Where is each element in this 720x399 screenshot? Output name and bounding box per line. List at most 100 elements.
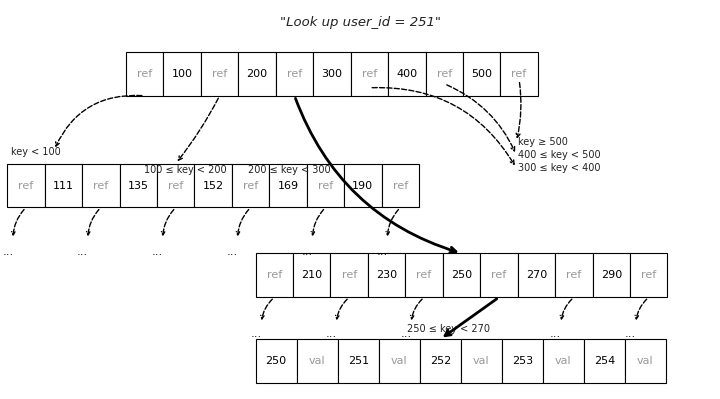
Text: ref: ref (566, 270, 582, 280)
Text: 251: 251 (348, 356, 369, 366)
Bar (463, 52, 500, 96)
Bar (7, 164, 45, 207)
Text: ref: ref (491, 270, 507, 280)
Bar (443, 253, 480, 297)
Text: ref: ref (212, 69, 228, 79)
Text: 290: 290 (600, 270, 622, 280)
Text: val: val (637, 356, 654, 366)
Bar (480, 253, 518, 297)
Text: ...: ... (2, 245, 14, 258)
Bar (426, 52, 463, 96)
Text: 200: 200 (246, 69, 268, 79)
Text: ...: ... (550, 327, 562, 340)
Text: 500: 500 (471, 69, 492, 79)
Text: ...: ... (325, 327, 337, 340)
Bar (461, 339, 502, 383)
Bar (330, 253, 368, 297)
Text: 400: 400 (396, 69, 418, 79)
Bar (379, 339, 420, 383)
Text: ...: ... (302, 245, 313, 258)
Text: ref: ref (18, 180, 34, 191)
Bar (232, 164, 269, 207)
Bar (269, 164, 307, 207)
Text: val: val (473, 356, 490, 366)
Text: 252: 252 (430, 356, 451, 366)
Text: ...: ... (400, 327, 412, 340)
Bar (338, 339, 379, 383)
Text: ref: ref (168, 180, 184, 191)
Text: ref: ref (318, 180, 333, 191)
Bar (313, 52, 351, 96)
Text: ref: ref (416, 270, 432, 280)
Bar (500, 52, 538, 96)
Text: ref: ref (436, 69, 452, 79)
Bar (625, 339, 666, 383)
Text: 100: 100 (171, 69, 193, 79)
Text: 300 ≤ key < 400: 300 ≤ key < 400 (518, 163, 601, 173)
Bar (351, 52, 388, 96)
Text: ref: ref (392, 180, 408, 191)
Bar (518, 253, 555, 297)
Bar (420, 339, 461, 383)
Bar (276, 52, 313, 96)
Text: 100 ≤ key < 200: 100 ≤ key < 200 (144, 164, 227, 175)
Bar (293, 253, 330, 297)
Text: ...: ... (251, 327, 262, 340)
Text: ref: ref (137, 69, 153, 79)
Text: 253: 253 (512, 356, 533, 366)
Text: 254: 254 (594, 356, 615, 366)
Bar (368, 253, 405, 297)
Text: ...: ... (377, 245, 388, 258)
Bar (382, 164, 419, 207)
Bar (120, 164, 157, 207)
Text: ...: ... (77, 245, 89, 258)
Text: 111: 111 (53, 180, 74, 191)
Bar (256, 339, 297, 383)
Bar (405, 253, 443, 297)
Text: 270: 270 (526, 270, 547, 280)
Bar (297, 339, 338, 383)
Bar (388, 52, 426, 96)
Bar (238, 52, 276, 96)
Text: key ≥ 500: key ≥ 500 (518, 136, 568, 147)
Bar (163, 52, 201, 96)
Text: ref: ref (287, 69, 302, 79)
Text: val: val (309, 356, 325, 366)
Text: key < 100: key < 100 (11, 146, 60, 157)
Bar (157, 164, 194, 207)
Bar (593, 253, 630, 297)
Text: 250: 250 (266, 356, 287, 366)
Bar (256, 253, 293, 297)
Text: ref: ref (93, 180, 109, 191)
Text: ref: ref (243, 180, 258, 191)
Text: 250 ≤ key < 270: 250 ≤ key < 270 (407, 324, 490, 334)
Bar (502, 339, 543, 383)
Text: 210: 210 (301, 270, 323, 280)
Bar (307, 164, 344, 207)
Text: ...: ... (227, 245, 238, 258)
Text: 200 ≤ key < 300: 200 ≤ key < 300 (248, 164, 331, 175)
Text: ref: ref (641, 270, 657, 280)
Text: ...: ... (152, 245, 163, 258)
Text: ref: ref (361, 69, 377, 79)
Text: 152: 152 (202, 180, 224, 191)
Bar (126, 52, 163, 96)
Text: ref: ref (511, 69, 527, 79)
Text: ...: ... (625, 327, 636, 340)
Text: "Look up user_id = 251": "Look up user_id = 251" (279, 16, 441, 29)
Bar (543, 339, 584, 383)
Text: 135: 135 (127, 180, 149, 191)
Text: 230: 230 (376, 270, 397, 280)
Bar (45, 164, 82, 207)
Text: 250: 250 (451, 270, 472, 280)
Text: val: val (555, 356, 572, 366)
Bar (584, 339, 625, 383)
Text: 169: 169 (277, 180, 299, 191)
Bar (194, 164, 232, 207)
Bar (82, 164, 120, 207)
Text: 190: 190 (352, 180, 374, 191)
Text: 300: 300 (321, 69, 343, 79)
Bar (630, 253, 667, 297)
Bar (201, 52, 238, 96)
Bar (555, 253, 593, 297)
